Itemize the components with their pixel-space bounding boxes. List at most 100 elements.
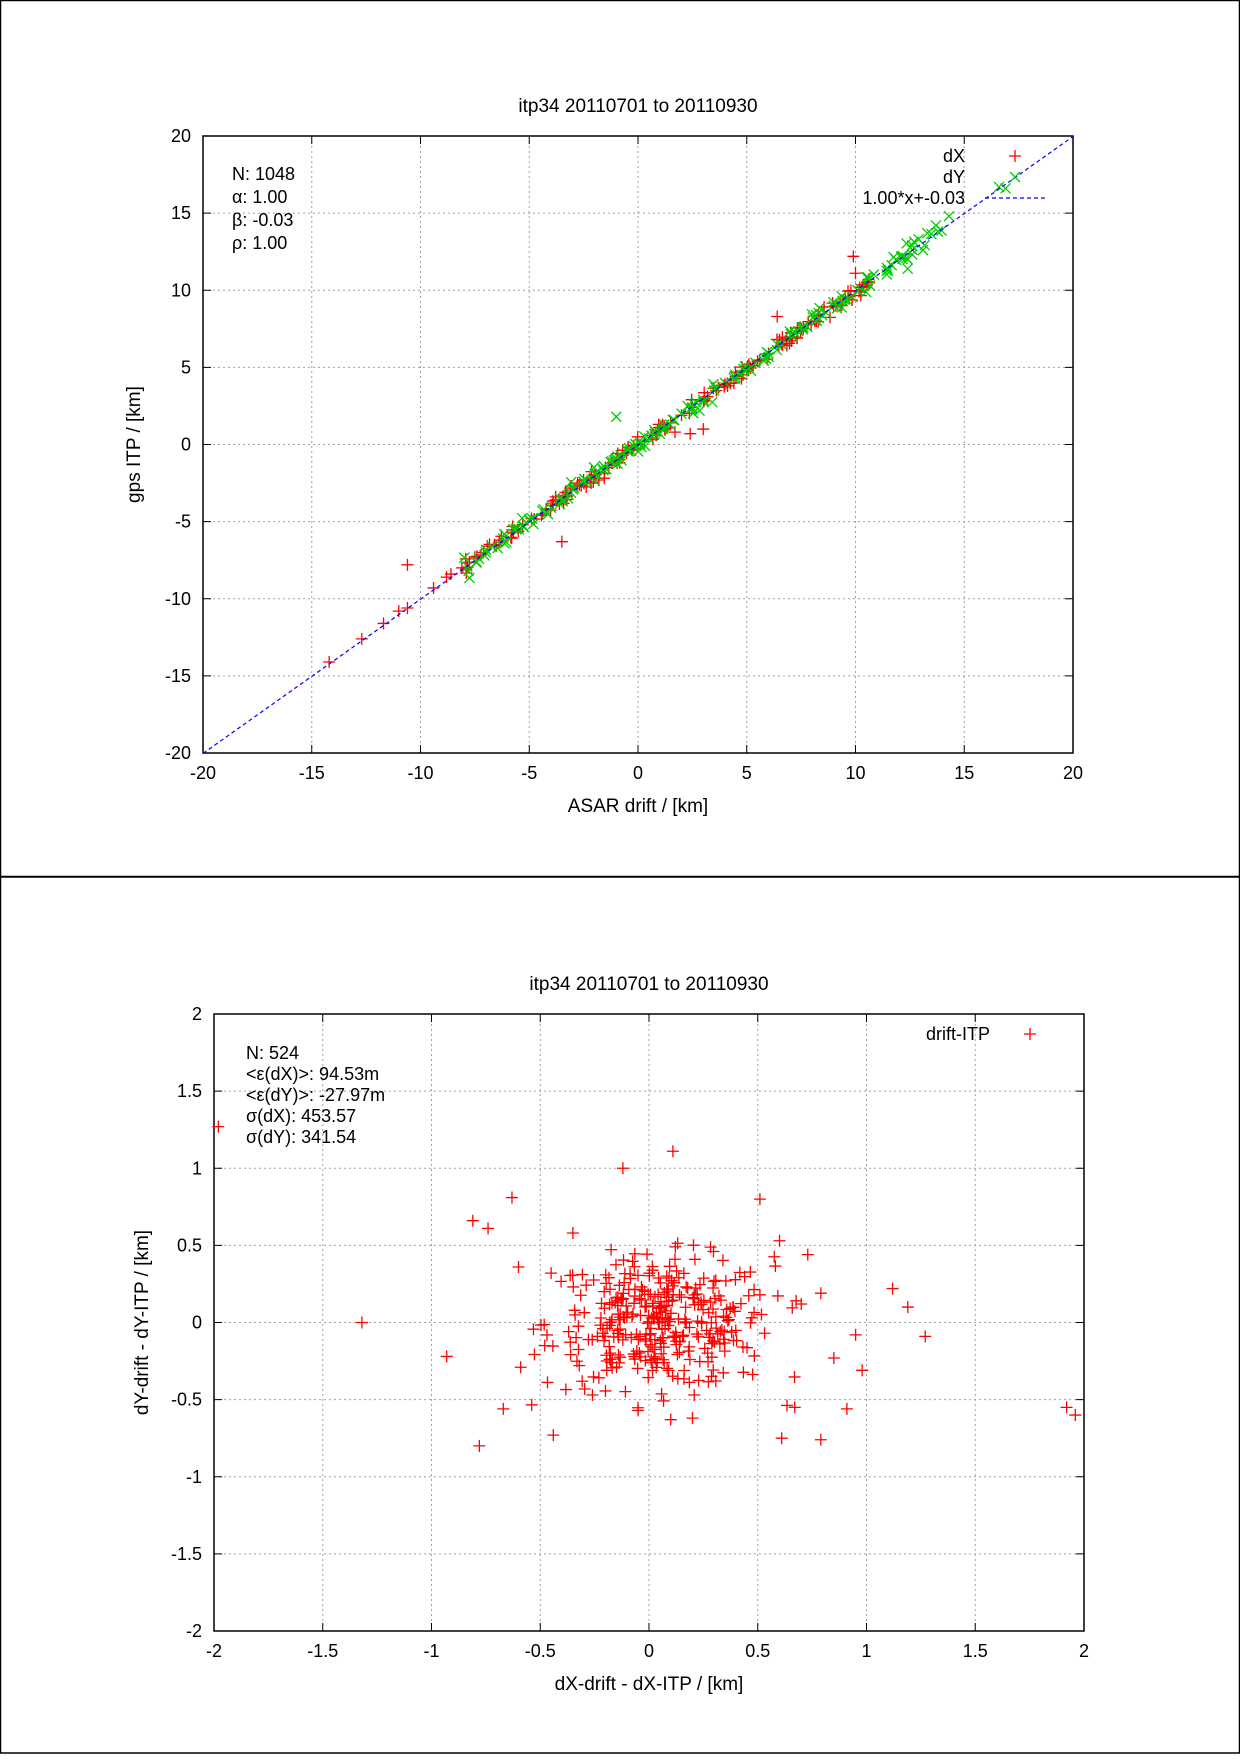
data-point bbox=[1060, 1401, 1073, 1414]
legend-label: dY bbox=[943, 167, 965, 187]
data-point bbox=[684, 427, 697, 440]
x-tick-label: -20 bbox=[190, 763, 216, 783]
data-point bbox=[482, 1222, 495, 1235]
data-point bbox=[729, 371, 741, 383]
data-point bbox=[654, 1337, 667, 1350]
data-point bbox=[882, 264, 894, 276]
data-point bbox=[919, 1330, 932, 1343]
data-point bbox=[683, 1321, 696, 1334]
data-point bbox=[626, 1255, 639, 1268]
data-point bbox=[614, 1351, 627, 1364]
data-point bbox=[605, 1243, 618, 1256]
data-point bbox=[528, 1348, 541, 1361]
data-point bbox=[578, 473, 590, 485]
data-point bbox=[709, 381, 721, 393]
data-point bbox=[499, 537, 510, 549]
data-point bbox=[212, 1120, 225, 1133]
data-point bbox=[644, 1338, 657, 1351]
data-point bbox=[718, 1325, 731, 1338]
data-point bbox=[594, 1312, 607, 1325]
data-point bbox=[702, 1331, 715, 1344]
data-point bbox=[673, 1288, 686, 1301]
data-point bbox=[694, 405, 706, 417]
data-point bbox=[555, 1275, 568, 1288]
x-tick-label: 15 bbox=[954, 763, 974, 783]
data-point bbox=[648, 428, 660, 440]
data-point bbox=[603, 1340, 616, 1353]
data-point bbox=[648, 424, 660, 436]
x-tick-label: 2 bbox=[1079, 1641, 1089, 1661]
stat-line: β: -0.03 bbox=[232, 210, 293, 230]
data-point bbox=[377, 617, 390, 630]
data-point bbox=[605, 1296, 618, 1309]
data-point bbox=[921, 227, 933, 239]
x-tick-label: 10 bbox=[845, 763, 865, 783]
data-point bbox=[707, 1363, 720, 1376]
data-point bbox=[755, 1308, 768, 1321]
data-point bbox=[547, 1429, 560, 1442]
data-point bbox=[654, 428, 666, 440]
stat-line: σ(dX): 453.57 bbox=[246, 1106, 356, 1126]
data-point bbox=[614, 1323, 627, 1336]
data-point bbox=[542, 508, 554, 520]
data-point bbox=[658, 1356, 671, 1369]
x-tick-label: 5 bbox=[742, 763, 752, 783]
data-point bbox=[541, 1376, 554, 1389]
data-point bbox=[707, 1245, 720, 1258]
data-point bbox=[814, 1287, 827, 1300]
data-point bbox=[758, 1327, 771, 1340]
data-point bbox=[730, 1334, 743, 1347]
stat-line: α: 1.00 bbox=[232, 187, 287, 207]
data-point bbox=[611, 1294, 624, 1307]
data-point bbox=[785, 328, 797, 340]
data-point bbox=[463, 572, 475, 584]
data-point bbox=[632, 445, 644, 457]
data-point bbox=[572, 1320, 585, 1333]
data-point bbox=[645, 1356, 658, 1369]
data-point bbox=[860, 286, 872, 298]
data-point bbox=[768, 1250, 781, 1263]
data-point bbox=[736, 1340, 749, 1353]
data-point bbox=[610, 411, 622, 423]
data-point bbox=[686, 1412, 699, 1425]
data-point bbox=[627, 1348, 640, 1361]
y-tick-label: -1.5 bbox=[171, 1544, 202, 1564]
data-point bbox=[748, 1349, 761, 1362]
data-point bbox=[849, 1328, 862, 1341]
data-point bbox=[568, 1304, 581, 1317]
data-point bbox=[763, 351, 775, 363]
data-point bbox=[634, 1309, 647, 1322]
data-point bbox=[643, 1269, 656, 1282]
y-tick-label: 20 bbox=[171, 126, 191, 146]
data-point bbox=[619, 1328, 632, 1341]
data-point bbox=[578, 1306, 591, 1319]
data-point bbox=[568, 482, 580, 494]
stat-line: N: 1048 bbox=[232, 164, 295, 184]
data-point bbox=[759, 352, 771, 364]
data-point bbox=[719, 378, 731, 391]
data-point bbox=[886, 1282, 899, 1295]
data-point bbox=[847, 291, 858, 303]
data-point bbox=[692, 1298, 705, 1311]
data-point bbox=[564, 1269, 577, 1282]
data-point bbox=[683, 1353, 696, 1366]
data-point bbox=[943, 210, 955, 222]
data-point bbox=[663, 1260, 676, 1273]
data-point bbox=[702, 1306, 715, 1319]
data-point bbox=[599, 1384, 612, 1397]
data-point bbox=[738, 1270, 751, 1283]
data-point bbox=[661, 1362, 674, 1375]
data-point bbox=[707, 378, 719, 390]
data-point bbox=[753, 1288, 766, 1301]
data-point bbox=[861, 271, 872, 283]
data-point bbox=[786, 1301, 799, 1314]
data-point bbox=[602, 1271, 615, 1284]
data-point bbox=[862, 271, 874, 283]
data-point bbox=[692, 1374, 705, 1387]
data-point bbox=[827, 1351, 840, 1364]
data-point bbox=[666, 1279, 679, 1292]
data-point bbox=[806, 308, 818, 320]
data-point bbox=[813, 302, 825, 314]
data-point bbox=[505, 1191, 518, 1204]
x-tick-label: -2 bbox=[206, 1641, 222, 1661]
